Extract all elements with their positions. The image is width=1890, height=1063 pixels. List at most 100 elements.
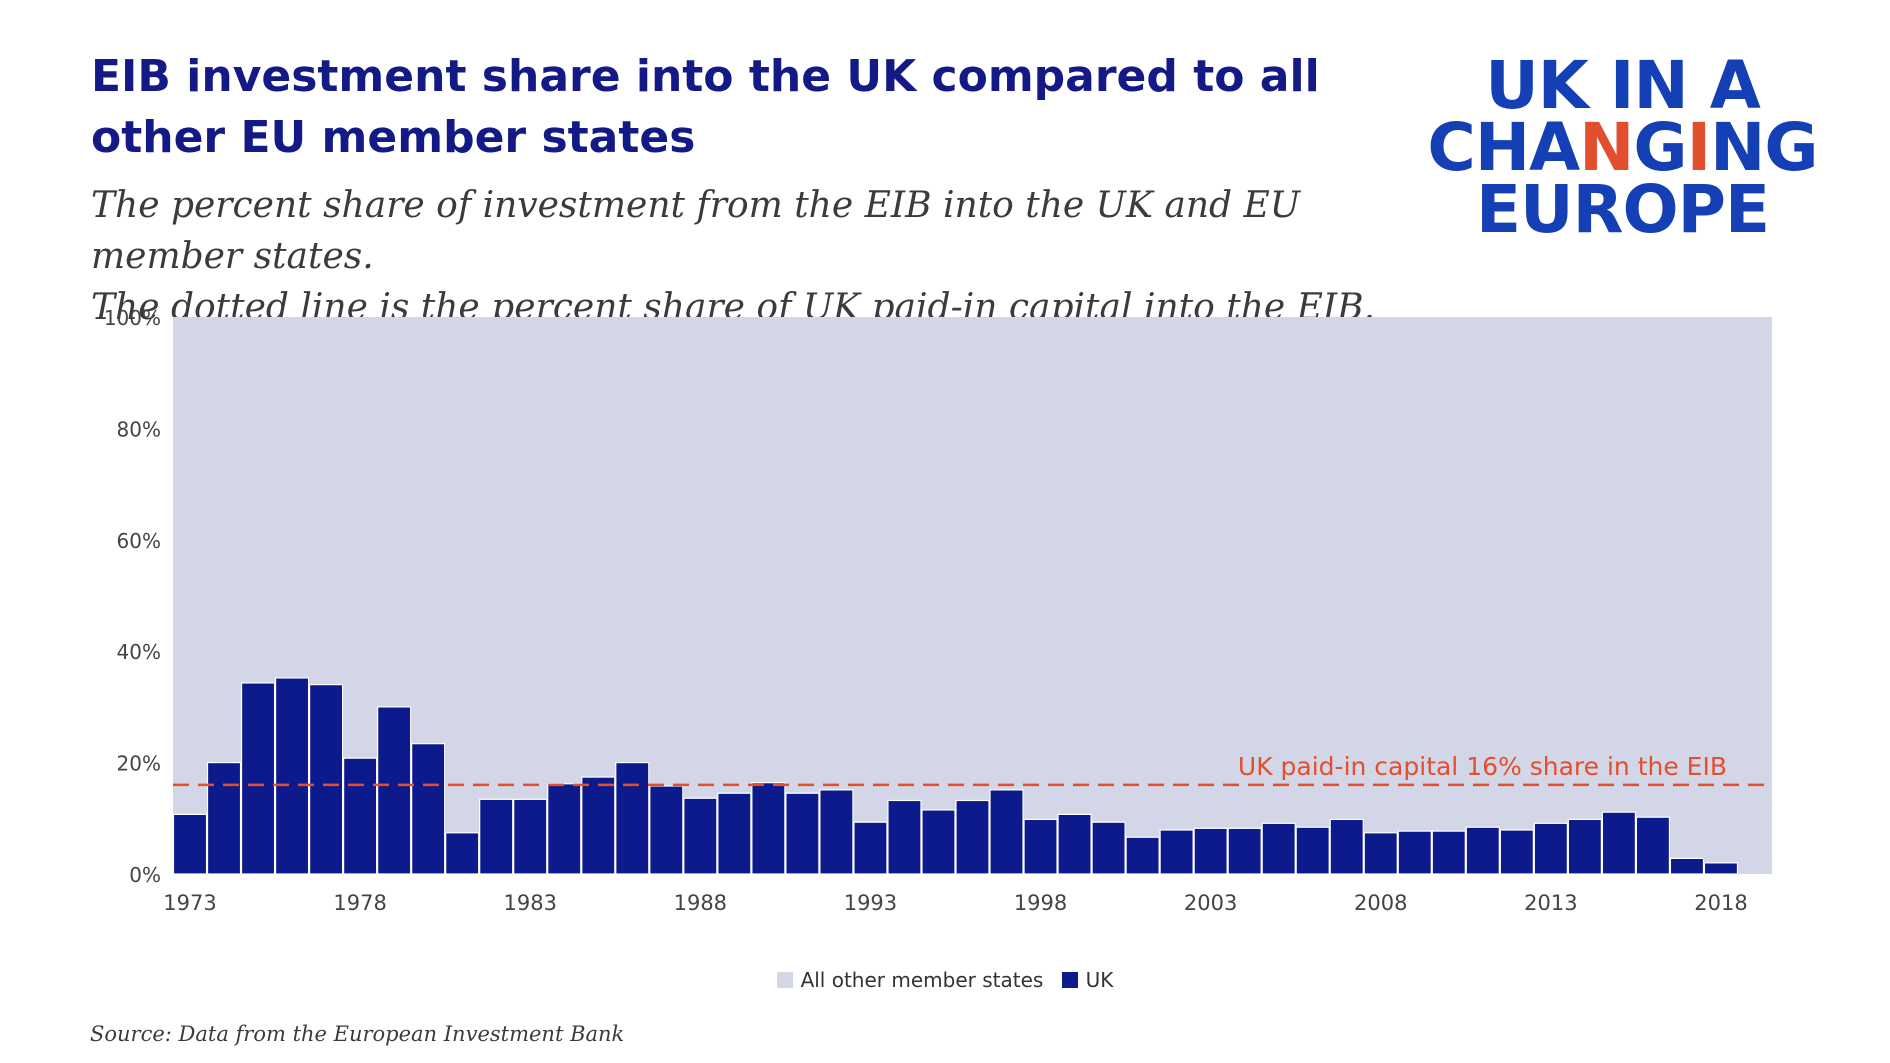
bar-uk-1985 [581, 776, 616, 875]
logo-line-2: CHANGING [1427, 109, 1818, 186]
bar-others-1976 [275, 317, 310, 678]
bar-uk-1994 [887, 799, 922, 875]
bar-uk-1984 [547, 783, 582, 875]
bar-others-2019 [1737, 317, 1772, 874]
bar-uk-1998 [1023, 818, 1058, 875]
bar-others-2016 [1635, 317, 1670, 818]
bar-uk-1983 [513, 798, 548, 875]
bar-uk-2000 [1091, 821, 1126, 875]
bar-uk-2001 [1125, 836, 1160, 875]
bar-uk-2002 [1159, 829, 1194, 875]
bar-others-1988 [683, 317, 718, 799]
y-tick-label-80: 80% [117, 417, 161, 441]
bar-uk-1996 [955, 799, 990, 875]
bar-uk-2014 [1567, 818, 1602, 875]
bar-others-1983 [513, 317, 548, 800]
bar-others-1995 [921, 317, 956, 810]
bar-uk-2010 [1431, 830, 1466, 875]
bar-others-2015 [1601, 317, 1636, 813]
bar-uk-2006 [1295, 826, 1330, 875]
bar-uk-1997 [989, 789, 1024, 875]
bar-others-2011 [1465, 317, 1500, 828]
bar-others-2001 [1125, 317, 1160, 838]
bar-others-1997 [989, 317, 1024, 790]
bar-uk-1987 [649, 785, 684, 875]
bar-others-1991 [785, 317, 820, 794]
bar-uk-2016 [1635, 816, 1671, 875]
bar-others-2013 [1533, 317, 1568, 824]
bar-others-2014 [1567, 317, 1602, 820]
bar-uk-1988 [683, 797, 718, 875]
bar-uk-2005 [1261, 822, 1296, 875]
bar-others-1980 [411, 317, 446, 744]
bar-uk-2011 [1465, 826, 1500, 875]
bar-uk-1993 [853, 821, 888, 875]
bar-others-1973 [173, 317, 208, 815]
x-tick-label-2003: 2003 [1184, 891, 1237, 915]
legend-item-others: All other member states [776, 968, 1044, 992]
bar-uk-2007 [1329, 818, 1364, 875]
x-tick-label-2008: 2008 [1354, 891, 1407, 915]
y-tick-label-0: 0% [129, 863, 161, 887]
x-tick-label-1988: 1988 [674, 891, 727, 915]
bar-uk-1986 [615, 761, 650, 875]
bar-others-1974 [207, 317, 242, 763]
bar-others-1986 [615, 317, 650, 763]
bar-uk-2017 [1669, 857, 1705, 875]
bar-uk-1982 [479, 798, 514, 875]
bar-others-2010 [1431, 317, 1466, 832]
bar-uk-2009 [1397, 830, 1432, 875]
bar-uk-1978 [343, 757, 378, 875]
bar-uk-1980 [411, 743, 446, 875]
bar-others-2003 [1193, 317, 1228, 829]
bar-others-2018 [1703, 317, 1738, 863]
bar-others-2002 [1159, 317, 1194, 830]
bar-uk-2003 [1193, 827, 1228, 875]
logo-line-1: UK IN A [1485, 47, 1761, 124]
bar-others-2004 [1227, 317, 1262, 829]
bar-uk-1992 [819, 789, 854, 875]
bar-others-1987 [649, 317, 684, 786]
bar-others-1979 [377, 317, 412, 707]
bar-uk-1999 [1057, 813, 1092, 875]
bar-others-2009 [1397, 317, 1432, 832]
bar-uk-1974 [206, 761, 242, 875]
chart-title: EIB investment share into the UK compare… [91, 51, 1320, 163]
bar-others-1998 [1023, 317, 1058, 820]
logo-line-3: EUROPE [1475, 171, 1770, 248]
bar-uk-2008 [1363, 832, 1398, 875]
bar-others-1977 [309, 317, 344, 685]
bar-others-2012 [1499, 317, 1534, 830]
bar-others-1984 [547, 317, 582, 784]
bar-others-1982 [479, 317, 514, 800]
legend-item-uk: UK [1061, 968, 1114, 992]
x-tick-label-1978: 1978 [333, 891, 386, 915]
legend-label-uk: UK [1085, 968, 1114, 992]
bar-others-1981 [445, 317, 480, 833]
x-tick-label-1983: 1983 [503, 891, 556, 915]
legend-label-others: All other member states [800, 968, 1044, 992]
bar-others-1994 [887, 317, 922, 801]
y-tick-label-40: 40% [117, 640, 161, 664]
bar-others-2008 [1363, 317, 1398, 833]
y-tick-label-20: 20% [117, 752, 161, 776]
bar-uk-1991 [785, 792, 820, 875]
reference-line-label: UK paid-in capital 16% share in the EIB [1238, 752, 1727, 781]
bar-uk-2013 [1533, 822, 1568, 875]
x-tick-label-1993: 1993 [844, 891, 897, 915]
bar-others-1992 [819, 317, 854, 790]
bar-others-1989 [717, 317, 752, 794]
bar-uk-1976 [274, 677, 310, 875]
bar-uk-1977 [308, 684, 344, 875]
bar-others-2017 [1669, 317, 1704, 859]
legend-swatch-uk [1061, 972, 1078, 988]
bar-others-1993 [853, 317, 888, 823]
y-tick-label-60: 60% [117, 529, 161, 553]
bar-uk-2018 [1703, 862, 1739, 875]
uk-in-a-changing-europe-logo: UK IN A CHANGING EUROPE [1410, 47, 1835, 248]
bar-others-2007 [1329, 317, 1364, 820]
x-tick-label-1973: 1973 [163, 891, 216, 915]
bar-uk-2012 [1499, 829, 1534, 875]
bar-others-2005 [1261, 317, 1296, 824]
